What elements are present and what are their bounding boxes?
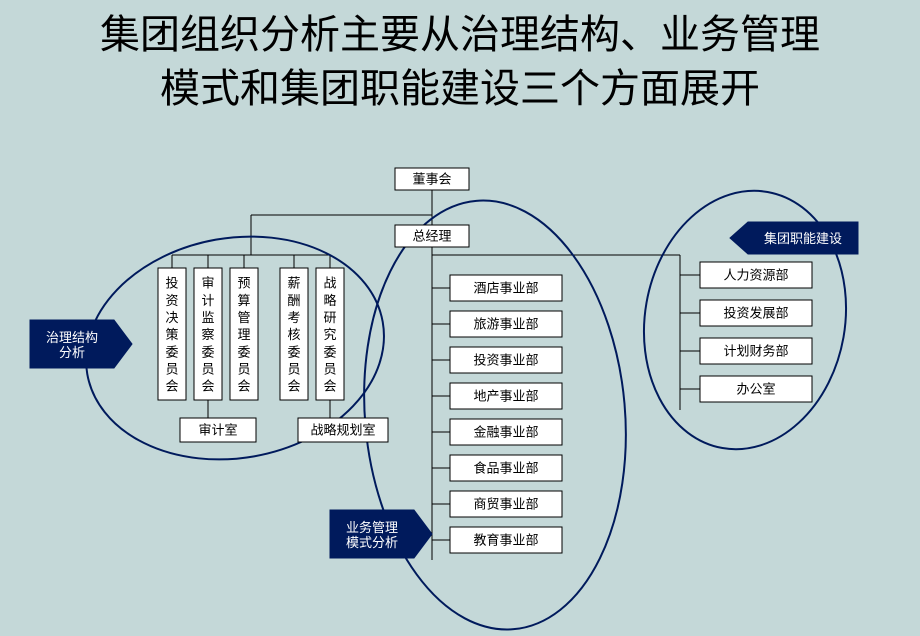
hbox-board: 董事会: [395, 168, 469, 190]
svg-text:办公室: 办公室: [736, 382, 775, 397]
svg-text:战略研究委员会: 战略研究委员会: [323, 276, 336, 394]
svg-text:人力资源部: 人力资源部: [723, 268, 788, 283]
callout-func: 集团职能建设: [730, 222, 858, 254]
svg-text:投资决策委员会: 投资决策委员会: [165, 276, 178, 394]
committee-c3: 预算管理委员会: [230, 268, 258, 400]
func-box-1: 投资发展部: [700, 300, 812, 326]
svg-text:教育事业部: 教育事业部: [473, 533, 538, 548]
svg-text:审计监察委员会: 审计监察委员会: [201, 276, 214, 394]
committee-c1: 投资决策委员会: [158, 268, 186, 400]
func-box-2: 计划财务部: [700, 338, 812, 364]
dept-box-7: 教育事业部: [450, 527, 562, 553]
svg-text:薪酬考核委员会: 薪酬考核委员会: [287, 276, 300, 394]
callout-biz: 业务管理模式分析: [330, 510, 432, 558]
hbox-gm: 总经理: [395, 225, 469, 247]
svg-text:总经理: 总经理: [412, 229, 451, 244]
svg-text:审计室: 审计室: [198, 423, 237, 438]
svg-text:董事会: 董事会: [412, 172, 451, 187]
svg-text:商贸事业部: 商贸事业部: [473, 497, 538, 512]
dept-box-1: 旅游事业部: [450, 311, 562, 337]
hbox-strat: 战略规划室: [298, 418, 388, 442]
svg-text:计划财务部: 计划财务部: [723, 344, 788, 359]
svg-text:战略规划室: 战略规划室: [310, 423, 375, 438]
svg-text:食品事业部: 食品事业部: [473, 461, 538, 476]
committee-c2: 审计监察委员会: [194, 268, 222, 400]
hbox-audit: 审计室: [180, 418, 256, 442]
svg-text:旅游事业部: 旅游事业部: [473, 317, 538, 332]
svg-text:金融事业部: 金融事业部: [473, 425, 538, 440]
dept-box-2: 投资事业部: [450, 347, 562, 373]
func-box-3: 办公室: [700, 376, 812, 402]
svg-text:地产事业部: 地产事业部: [473, 389, 538, 404]
func-box-0: 人力资源部: [700, 262, 812, 288]
svg-text:集团职能建设: 集团职能建设: [764, 231, 842, 246]
dept-box-3: 地产事业部: [450, 383, 562, 409]
svg-text:酒店事业部: 酒店事业部: [473, 281, 538, 296]
dept-box-6: 商贸事业部: [450, 491, 562, 517]
dept-box-0: 酒店事业部: [450, 275, 562, 301]
svg-text:投资发展部: 投资发展部: [723, 306, 788, 321]
svg-text:业务管理模式分析: 业务管理模式分析: [346, 519, 398, 549]
svg-text:投资事业部: 投资事业部: [473, 353, 538, 368]
committee-c4: 薪酬考核委员会: [280, 268, 308, 400]
dept-box-5: 食品事业部: [450, 455, 562, 481]
svg-text:预算管理委员会: 预算管理委员会: [237, 276, 250, 394]
committee-c5: 战略研究委员会: [316, 268, 344, 400]
dept-box-4: 金融事业部: [450, 419, 562, 445]
callout-gov: 治理结构分析: [30, 320, 132, 368]
